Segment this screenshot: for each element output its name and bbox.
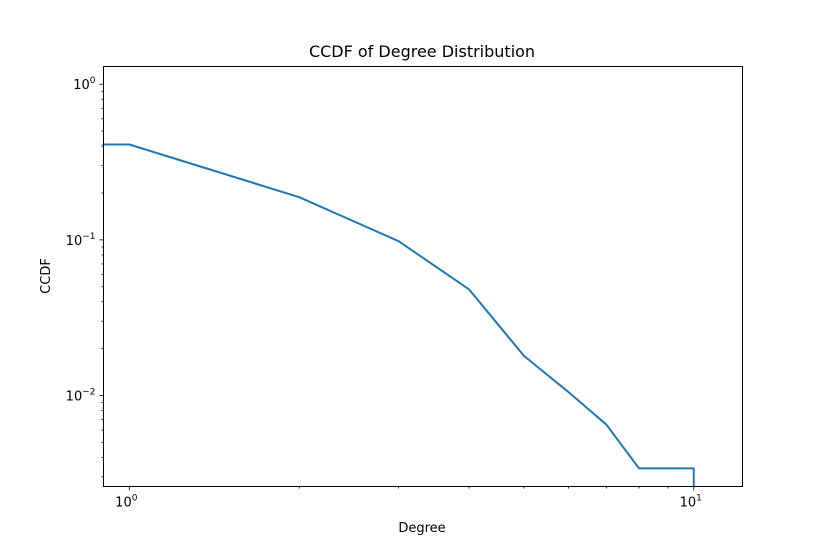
y-tick-label-base: 10 [66,389,83,404]
axes-frame [103,66,743,487]
x-tick-label-exponent: 1 [696,494,702,504]
y-tick-label: 10−2 [66,387,96,404]
x-tick-label: 101 [680,494,702,511]
x-tick-label-exponent: 0 [132,494,138,504]
y-tick-label-base: 10 [66,234,83,249]
y-tick-label-exponent: 0 [90,76,96,86]
x-tick-label-base: 10 [680,496,697,511]
chart-title: CCDF of Degree Distribution [309,42,535,61]
x-tick-label: 100 [115,494,138,511]
y-tick-label-exponent: −2 [82,387,95,397]
plot-area [102,143,695,488]
y-tick-label-exponent: −1 [82,232,95,242]
series-line [102,143,695,488]
y-tick-label: 100 [73,76,96,93]
y-axis-label: CCDF [39,258,54,294]
x-axis-label: Degree [398,521,445,536]
x-tick-label-base: 10 [115,496,132,511]
y-tick-label: 10−1 [66,232,96,249]
y-tick-label-base: 10 [73,78,90,93]
